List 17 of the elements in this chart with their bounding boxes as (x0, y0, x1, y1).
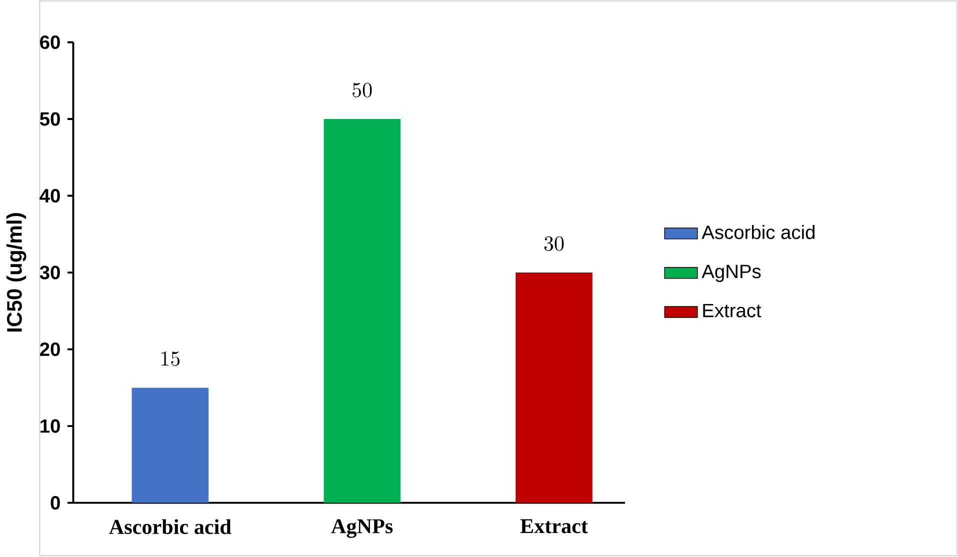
legend-label: Ascorbic acid (702, 225, 815, 240)
y-tick-label: 10 (40, 419, 60, 434)
data-label: 15 (162, 352, 180, 366)
y-tick-label: 0 (50, 496, 60, 510)
data-label: 30 (544, 236, 564, 252)
x-tick-label: AgNPs (331, 519, 393, 538)
data-label: 50 (352, 83, 372, 98)
y-axis-title: IC50 (ug/ml) (6, 213, 26, 332)
y-tick-label: 50 (40, 112, 60, 126)
x-tick-label: Extract (520, 519, 588, 534)
y-tick-label: 20 (40, 342, 60, 356)
y-tick-label: 40 (40, 189, 60, 203)
y-tick-label: 60 (40, 36, 60, 50)
x-tick-label: Ascorbic acid (109, 519, 232, 534)
y-tick-label: 30 (40, 266, 60, 280)
legend-label: AgNPs (702, 265, 761, 282)
legend-label: Extract (703, 304, 762, 318)
